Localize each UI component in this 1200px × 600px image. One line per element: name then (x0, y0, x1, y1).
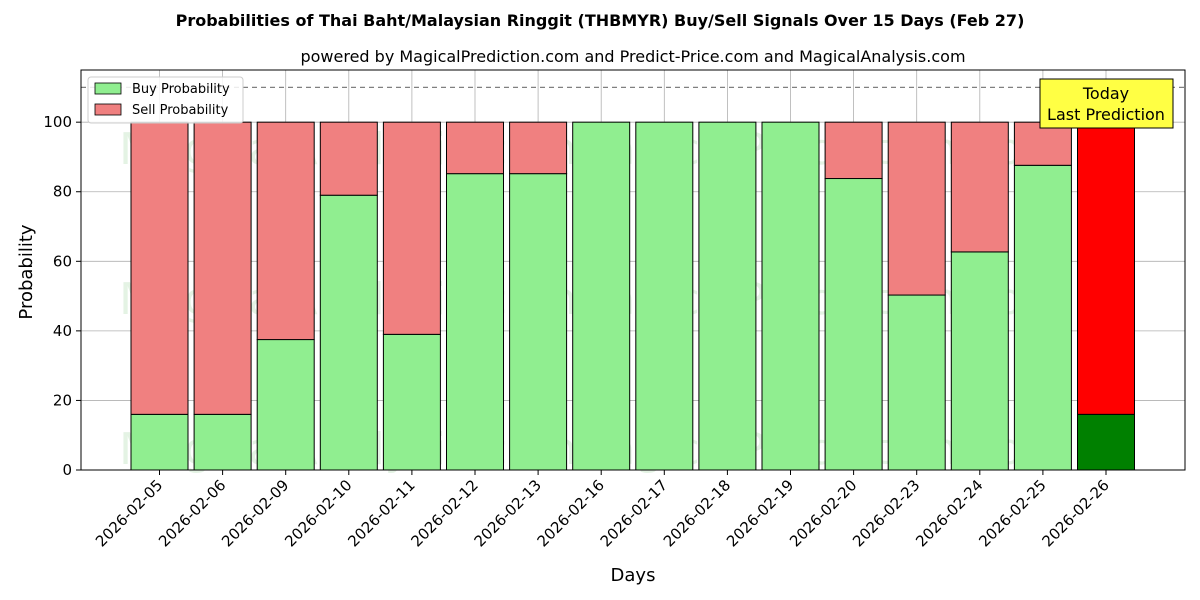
bars-layer (130, 121, 1135, 471)
today-annotation: Today Last Prediction (1039, 78, 1174, 129)
x-tick-label: 2026-02-23 (849, 476, 923, 550)
x-tick-label: 2026-02-20 (786, 476, 860, 550)
buy-bar (130, 413, 189, 471)
buy-bar (1077, 413, 1135, 471)
buy-bar (256, 339, 315, 471)
sell-bar (509, 121, 568, 175)
sell-bar (1013, 121, 1072, 166)
buy-bar (887, 294, 946, 471)
x-tick-label: 2026-02-17 (597, 476, 671, 550)
sell-bar (887, 121, 946, 296)
buy-bar (698, 121, 757, 471)
sell-bar (193, 121, 252, 415)
legend-sell-label: Sell Probability (132, 103, 229, 118)
y-tick-label: 100 (43, 113, 72, 131)
sell-bar (950, 121, 1009, 253)
buy-bar (193, 413, 252, 471)
y-tick-label: 20 (53, 391, 72, 409)
legend-box (87, 76, 244, 124)
y-axis: 0 20 40 60 80 100 (43, 113, 81, 479)
x-tick-label: 2026-02-10 (281, 476, 355, 550)
sell-bar (319, 121, 378, 196)
buy-bar (446, 173, 504, 471)
x-tick-label: 2026-02-16 (534, 476, 608, 550)
x-tick-label: 2026-02-11 (344, 476, 418, 550)
buy-bar (509, 173, 568, 471)
legend-buy-label: Buy Probability (132, 82, 230, 97)
sell-bar (256, 121, 315, 341)
buy-bar (572, 121, 631, 471)
sell-bar (382, 121, 441, 335)
x-axis: 2026-02-052026-02-062026-02-092026-02-10… (92, 470, 1113, 550)
sell-bar (446, 121, 504, 175)
y-tick-label: 0 (62, 461, 72, 479)
x-tick-label: 2026-02-26 (1038, 476, 1112, 550)
buy-bar (950, 251, 1009, 471)
y-axis-label: Probability (16, 224, 37, 319)
sell-bar (1077, 121, 1135, 415)
buy-bar (1013, 164, 1072, 471)
x-tick-label: 2026-02-09 (218, 476, 292, 550)
legend-sell-swatch (94, 103, 122, 116)
sell-bar (824, 121, 883, 180)
chart-title: Probabilities of Thai Baht/Malaysian Rin… (176, 11, 1025, 30)
annotation-line-2: Last Prediction (1047, 105, 1165, 124)
x-tick-label: 2026-02-24 (912, 476, 986, 550)
plot-frame (80, 69, 1186, 471)
annotation-box (1039, 78, 1174, 129)
buy-bar (382, 333, 441, 471)
buy-bar (761, 121, 820, 471)
x-axis-label: Days (611, 565, 656, 586)
buy-bar (319, 194, 378, 471)
y-tick-label: 60 (53, 252, 72, 270)
x-tick-label: 2026-02-18 (660, 476, 734, 550)
legend: Buy Probability Sell Probability (87, 76, 244, 124)
x-tick-label: 2026-02-19 (723, 476, 797, 550)
x-tick-label: 2026-02-13 (471, 476, 545, 550)
annotation-line-1: Today (1082, 84, 1129, 103)
x-tick-label: 2026-02-05 (92, 476, 166, 550)
buy-bar (635, 121, 694, 471)
x-tick-label: 2026-02-06 (155, 476, 229, 550)
x-tick-label: 2026-02-12 (407, 476, 481, 550)
buy-bar (824, 178, 883, 471)
y-tick-label: 80 (53, 183, 72, 201)
sell-bar (130, 121, 189, 415)
chart-subtitle: powered by MagicalPrediction.com and Pre… (300, 47, 965, 66)
y-tick-label: 40 (53, 322, 72, 340)
x-tick-label: 2026-02-25 (975, 476, 1049, 550)
legend-buy-swatch (94, 82, 122, 95)
